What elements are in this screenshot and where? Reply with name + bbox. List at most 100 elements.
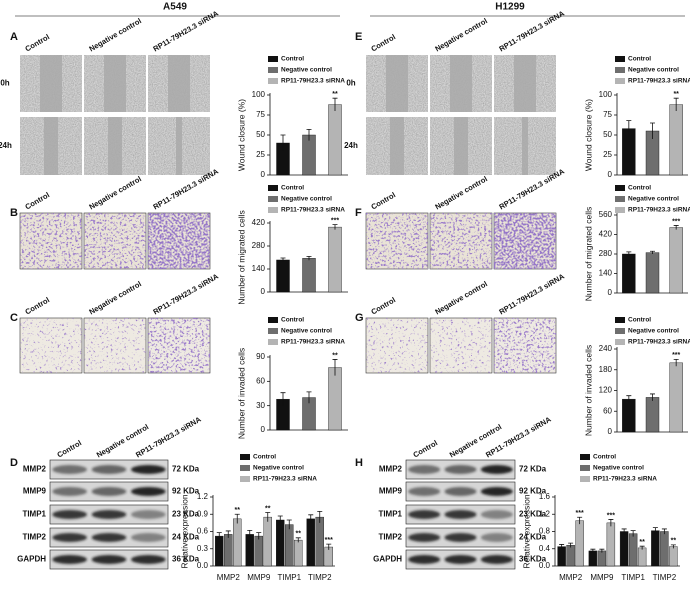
y-tick-label: 75	[256, 110, 265, 119]
time-label: 0h	[0, 79, 9, 88]
bar	[575, 520, 584, 567]
legend-swatch	[615, 56, 625, 62]
legend-label: Negative control	[628, 196, 679, 203]
y-tick-label: 0	[261, 425, 266, 434]
blot-size: 72 KDa	[519, 465, 547, 474]
legend-label: Negative control	[628, 67, 679, 74]
blot-band	[480, 487, 513, 496]
panel-letter: G	[355, 312, 364, 324]
y-tick-label: 240	[599, 344, 613, 353]
legend-swatch	[615, 67, 625, 73]
condition-label: Negative control	[433, 279, 488, 316]
y-tick-label: 280	[599, 249, 613, 258]
cell-line-title: A549	[163, 2, 187, 13]
blot-size: 72 KDa	[172, 465, 200, 474]
error-bar	[306, 255, 312, 261]
wound-gap	[450, 55, 472, 112]
significance: **	[671, 538, 677, 545]
error-bar	[670, 544, 676, 549]
transwell-cells	[148, 318, 210, 373]
error-bar	[626, 120, 632, 137]
y-tick-label: 0.3	[197, 544, 209, 553]
blot-band	[444, 465, 477, 474]
x-tick-label: TIMP1	[621, 573, 645, 582]
blot-protein: TIMP1	[22, 510, 46, 519]
y-axis-title: Number of invaded cells	[236, 348, 246, 439]
blot-band	[91, 465, 127, 474]
y-tick-label: 100	[599, 90, 613, 99]
error-bar	[590, 548, 596, 553]
condition-label: RP11-79H23.3 siRNA	[484, 414, 553, 459]
condition-label: RP11-79H23.3 siRNA	[497, 271, 566, 316]
transwell-cells	[366, 213, 428, 269]
error-bar	[621, 528, 627, 535]
y-tick-label: 0	[608, 288, 613, 297]
condition-label: Control	[23, 190, 51, 211]
significance: ***	[576, 510, 584, 517]
error-bar	[630, 530, 636, 537]
cell-line-title: H1299	[495, 2, 525, 13]
y-tick-label: 25	[603, 150, 612, 159]
error-bar	[306, 129, 312, 141]
legend-swatch	[268, 56, 278, 62]
wound-gap	[176, 117, 182, 175]
y-tick-label: 0.0	[539, 561, 551, 570]
blot-band	[408, 555, 441, 564]
x-tick-label: MMP9	[590, 573, 614, 582]
legend-swatch	[580, 454, 590, 460]
significance: **	[235, 507, 241, 514]
y-tick-label: 30	[256, 401, 265, 410]
transwell-cells	[84, 213, 146, 269]
y-axis-title: Wound closure (%)	[236, 99, 246, 171]
error-bar	[673, 225, 679, 230]
panel-letter: D	[10, 457, 18, 469]
legend-swatch	[240, 476, 250, 482]
legend-label: Control	[593, 454, 616, 461]
y-tick-label: 140	[252, 264, 266, 273]
condition-label: Control	[55, 438, 83, 459]
legend-swatch	[268, 328, 278, 334]
significance: ***	[672, 352, 680, 359]
legend-swatch	[268, 339, 278, 345]
x-tick-label: MMP9	[247, 573, 271, 582]
x-tick-label: MMP2	[217, 573, 241, 582]
significance: **	[639, 539, 645, 546]
legend-swatch	[240, 465, 250, 471]
error-bar	[650, 393, 655, 401]
bar	[328, 104, 342, 176]
error-bar	[225, 530, 231, 538]
bar	[660, 531, 669, 567]
condition-label: Negative control	[87, 174, 142, 211]
condition-label: Control	[369, 190, 397, 211]
bar	[224, 534, 233, 567]
bar	[557, 546, 566, 567]
y-tick-label: 1.2	[539, 509, 551, 518]
transwell-cells	[494, 318, 556, 373]
bar	[622, 398, 636, 433]
blot-protein: MMP2	[23, 465, 47, 474]
y-axis-title: Wound closure (%)	[583, 99, 593, 171]
condition-label: Negative control	[87, 279, 142, 316]
blot-band	[480, 533, 513, 542]
error-bar	[234, 513, 240, 524]
y-tick-label: 100	[252, 90, 266, 99]
y-tick-label: 420	[599, 230, 613, 239]
y-tick-label: 0	[261, 287, 266, 296]
blot-band	[444, 487, 477, 496]
legend-label: Control	[628, 56, 651, 63]
bar	[328, 367, 342, 431]
blot-band	[480, 555, 513, 564]
blot-band	[52, 533, 87, 542]
blot-band	[408, 465, 441, 474]
bar	[606, 522, 616, 567]
y-tick-label: 140	[599, 269, 613, 278]
blot-band	[408, 510, 441, 519]
condition-label: Negative control	[433, 174, 488, 211]
legend-label: Negative control	[593, 465, 644, 472]
panel-letter: A	[10, 31, 18, 43]
legend-swatch	[268, 196, 278, 202]
blot-size: 23 KDa	[172, 510, 200, 519]
legend-label: Negative control	[281, 67, 332, 74]
condition-label: Negative control	[433, 16, 488, 53]
condition-label: RP11-79H23.3 siRNA	[151, 8, 220, 53]
